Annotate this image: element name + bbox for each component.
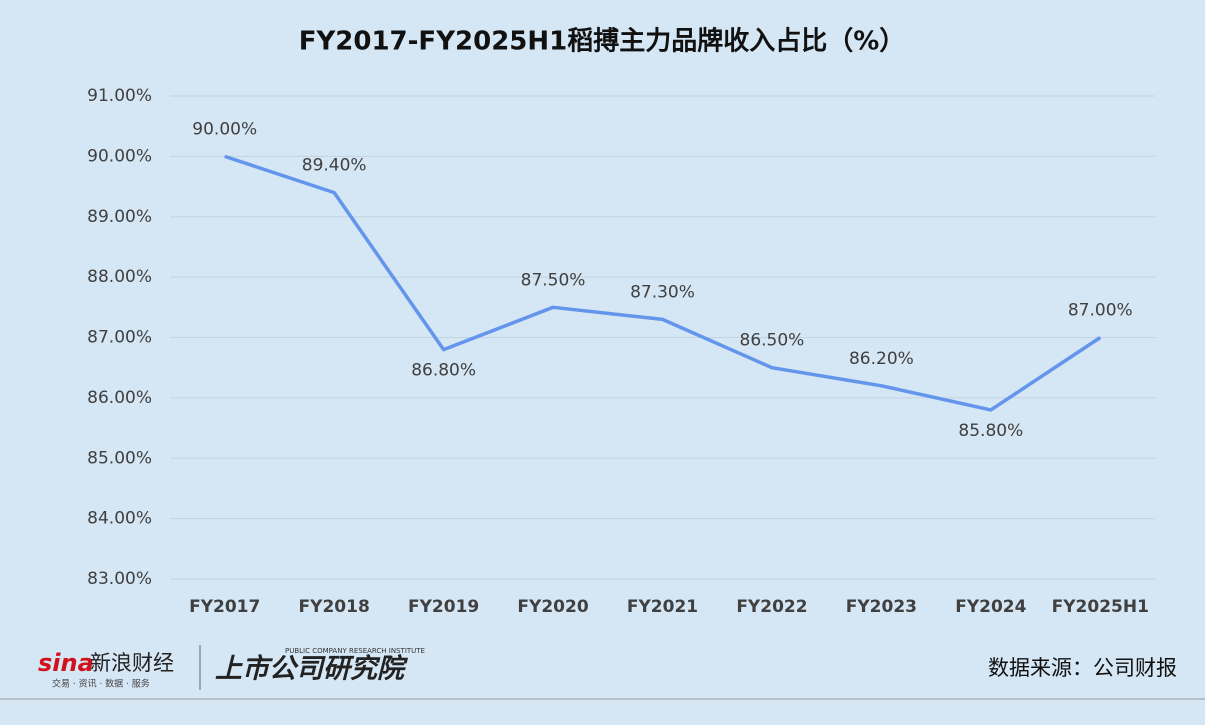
value-label: 86.20%: [849, 349, 914, 369]
line: [224, 154, 1102, 412]
chart-title: FY2017-FY2025H1稻搏主力品牌收入占比（%）: [299, 26, 906, 57]
footer-source: 数据来源：公司财报: [988, 656, 1177, 680]
y-tick-label: 84.00%: [87, 509, 152, 529]
footer-logo: sina: [38, 649, 94, 677]
footer-institute: 上市公司研究院: [215, 654, 409, 685]
x-tick-label: FY2020: [517, 597, 588, 617]
x-tick-label: FY2019: [408, 597, 479, 617]
value-label: 89.40%: [302, 156, 367, 176]
value-label: 87.30%: [630, 282, 695, 302]
y-tick-label: 87.00%: [87, 328, 152, 348]
y-tick-label: 88.00%: [87, 267, 152, 287]
x-tick-label: FY2021: [627, 597, 698, 617]
y-tick-label: 89.00%: [87, 207, 152, 227]
x-tick-label: FY2025H1: [1052, 597, 1149, 617]
x-tick-label: FY2017: [189, 597, 260, 617]
value-label: 90.00%: [192, 119, 257, 139]
x-tick-label: FY2023: [846, 597, 917, 617]
x-tick-label: FY2022: [736, 597, 807, 617]
footer-brand: 新浪财经: [90, 651, 174, 675]
x-tick-label: FY2018: [299, 597, 370, 617]
y-tick-label: 85.00%: [87, 448, 152, 468]
value-label: 86.80%: [411, 361, 476, 381]
value-label: 87.50%: [521, 270, 586, 290]
x-tick-label: FY2024: [955, 597, 1026, 617]
y-tick-label: 90.00%: [87, 146, 152, 166]
value-label: 85.80%: [958, 421, 1023, 441]
y-tick-label: 83.00%: [87, 569, 152, 589]
y-tick-label: 86.00%: [87, 388, 152, 408]
footer-slogan: 交易 · 资讯 · 数据 · 服务: [52, 678, 150, 690]
value-label: 87.00%: [1068, 301, 1133, 321]
value-label: 86.50%: [740, 331, 805, 351]
footer-institute-en: PUBLIC COMPANY RESEARCH INSTITUTE: [285, 647, 425, 655]
y-tick-label: 91.00%: [87, 86, 152, 106]
